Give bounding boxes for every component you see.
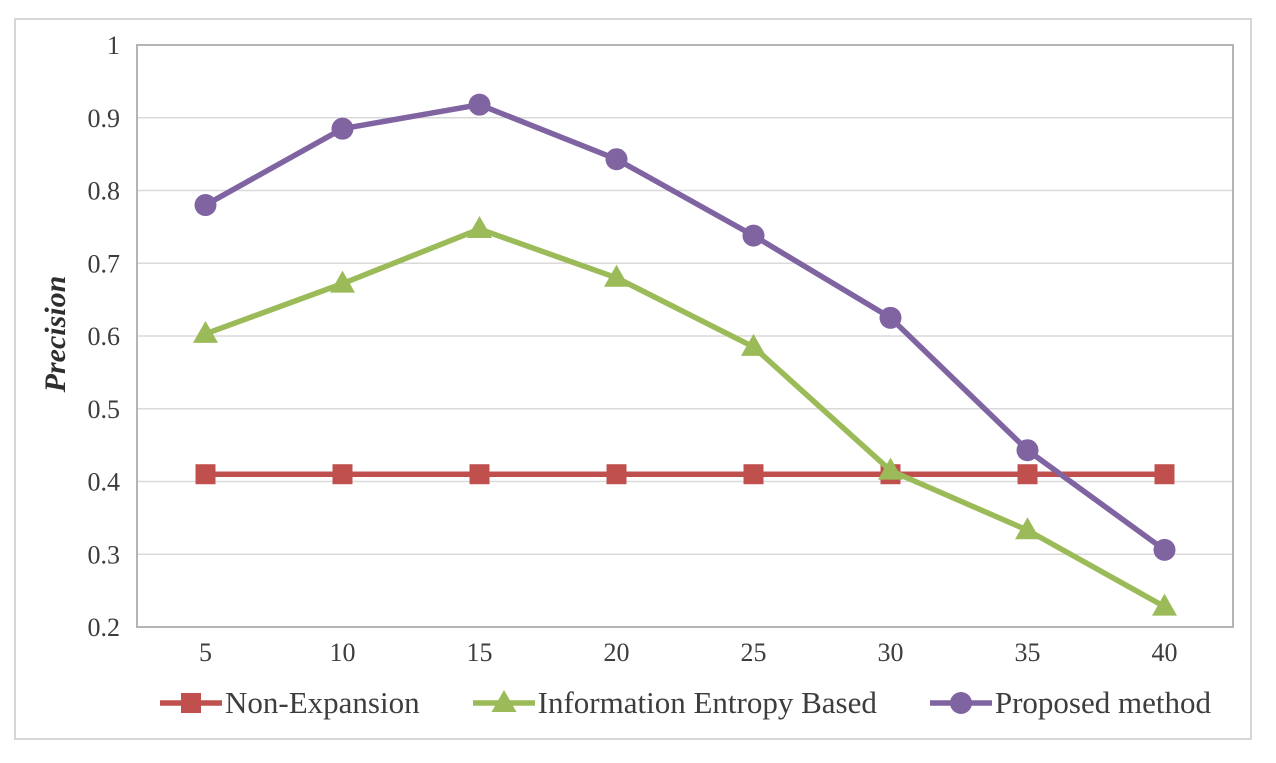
y-tick-label: 0.9 [88, 104, 121, 133]
legend-swatch-marker [181, 693, 202, 713]
x-tick-label: 10 [330, 638, 356, 667]
legend-label-information-entropy-based: Information Entropy Based [537, 685, 877, 720]
legend-label-proposed-method: Proposed method [994, 685, 1211, 720]
data-point-non-expansion [469, 464, 490, 485]
data-point-information-entropy-based [741, 333, 766, 356]
data-point-non-expansion [1017, 464, 1038, 485]
y-tick-label: 0.6 [88, 322, 121, 351]
y-axis-title: Precision [39, 275, 72, 393]
x-tick-label: 20 [604, 638, 630, 667]
data-point-information-entropy-based [193, 320, 218, 343]
data-point-non-expansion [743, 464, 764, 485]
data-point-proposed-method [194, 194, 217, 217]
x-tick-label: 5 [199, 638, 212, 667]
x-tick-label: 35 [1015, 638, 1041, 667]
legend-label-non-expansion: Non-Expansion [225, 685, 420, 720]
data-point-information-entropy-based [1015, 517, 1040, 540]
x-tick-label: 15 [467, 638, 493, 667]
y-tick-label: 0.2 [88, 613, 121, 642]
data-point-information-entropy-based [467, 216, 492, 239]
data-point-proposed-method [1016, 439, 1039, 462]
x-tick-label: 25 [741, 638, 767, 667]
y-tick-label: 0.3 [88, 540, 121, 569]
data-point-information-entropy-based [1152, 593, 1177, 616]
legend-marker-square-icon [160, 693, 223, 713]
legend-swatch-marker [949, 692, 972, 714]
data-point-information-entropy-based [604, 264, 629, 287]
legend-marker-triangle-icon [472, 690, 535, 712]
y-tick-label: 0.4 [88, 468, 121, 497]
legend-marker-circle-icon [929, 692, 992, 714]
data-point-non-expansion [195, 464, 216, 485]
legend-item-proposed-method: Proposed method [929, 685, 1211, 721]
data-point-non-expansion [1154, 464, 1175, 485]
data-point-proposed-method [1153, 538, 1176, 561]
x-tick-label: 30 [878, 638, 904, 667]
series-line-proposed-method [202, 101, 1168, 553]
data-point-proposed-method [468, 93, 491, 116]
data-point-proposed-method [879, 306, 902, 329]
data-point-proposed-method [605, 148, 628, 171]
data-point-information-entropy-based [878, 457, 903, 480]
y-tick-label: 0.8 [88, 177, 121, 206]
data-point-non-expansion [332, 464, 353, 485]
legend-item-non-expansion: Non-Expansion [159, 685, 420, 721]
data-point-information-entropy-based [330, 270, 355, 293]
y-tick-label: 0.5 [88, 395, 121, 424]
y-tick-label: 1 [107, 31, 120, 60]
series-information-entropy-based [193, 216, 1177, 616]
figure-frame [14, 18, 1252, 740]
series-line-information-entropy-based [202, 226, 1168, 610]
plot-border [136, 44, 1234, 628]
data-point-non-expansion [606, 464, 627, 485]
legend-item-information-entropy-based: Information Entropy Based [472, 685, 877, 721]
legend-swatch-marker [491, 690, 517, 712]
series-proposed-method [194, 93, 1176, 561]
x-tick-label: 40 [1152, 638, 1178, 667]
legend: Non-Expansion Information Entropy Based … [137, 684, 1233, 722]
data-point-proposed-method [742, 224, 765, 247]
y-tick-label: 0.7 [88, 249, 121, 278]
data-point-proposed-method [331, 117, 354, 140]
